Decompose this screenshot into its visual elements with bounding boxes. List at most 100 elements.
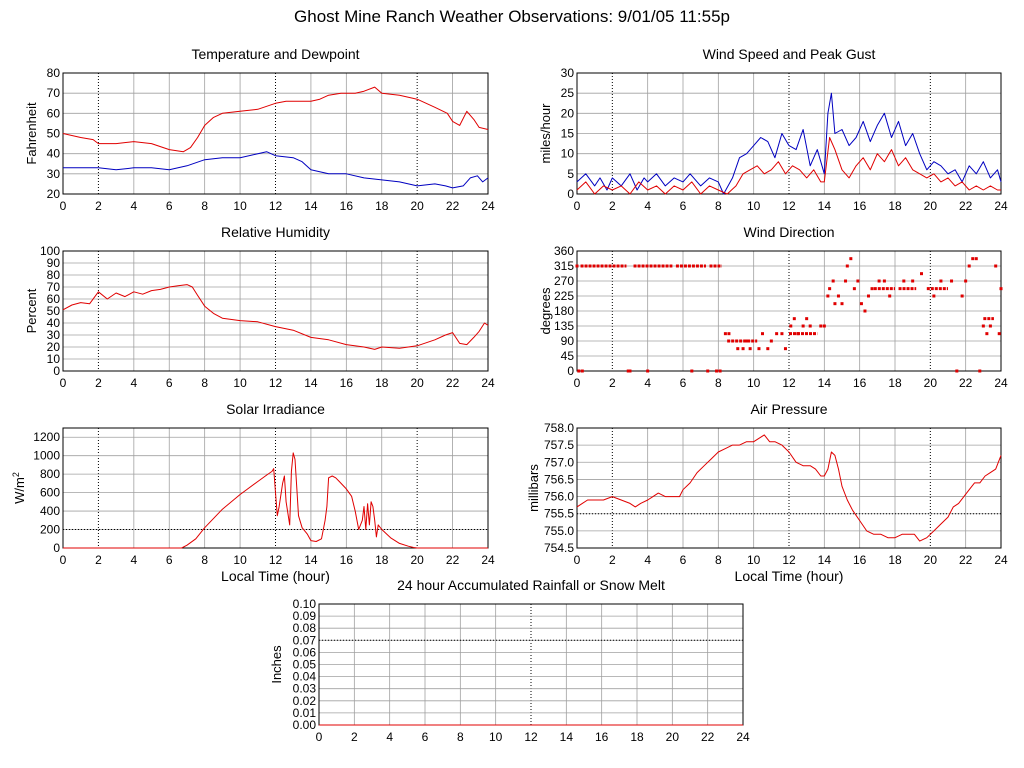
rain-title: 24 hour Accumulated Rainfall or Snow Mel…: [397, 577, 665, 593]
wdir-ytick-label: 270: [554, 274, 574, 288]
wind-ytick-label: 15: [561, 127, 575, 141]
wdir-xtick-label: 18: [888, 376, 902, 390]
wind-xtick-label: 0: [574, 199, 581, 213]
solar-xtick-label: 8: [201, 553, 208, 567]
rh-ytick-label: 50: [47, 304, 61, 318]
pressure-ytick-label: 757.5: [544, 438, 574, 452]
rh-ytick-label: 10: [47, 352, 61, 366]
wdir-ytick-label: 315: [554, 259, 574, 273]
page-title: Ghost Mine Ranch Weather Observations: 9…: [294, 7, 730, 26]
temp-series-red-line: [62, 86, 489, 153]
wdir-point: [849, 257, 853, 261]
wdir-xtick-label: 2: [609, 376, 616, 390]
temp-series-blue-line: [63, 151, 489, 189]
temp-xtick-label: 22: [446, 199, 460, 213]
rh-ytick-label: 80: [47, 268, 61, 282]
rh-xtick-label: 24: [481, 376, 495, 390]
rh-xtick-label: 10: [233, 376, 247, 390]
wdir-point: [628, 369, 632, 373]
rain-ylabel: Inches: [269, 645, 284, 684]
temp-ytick-label: 50: [47, 127, 61, 141]
wind-title: Wind Speed and Peak Gust: [703, 46, 876, 62]
wdir-xtick-label: 20: [924, 376, 938, 390]
pressure-xtick-label: 12: [782, 553, 796, 567]
wdir-xtick-label: 14: [818, 376, 832, 390]
rain-ytick-label: 0.10: [293, 597, 317, 611]
wind-xtick-label: 6: [680, 199, 687, 213]
wdir-point: [769, 339, 773, 343]
wdir-point: [575, 264, 579, 268]
solar-ylabel-sup: 2: [11, 472, 21, 477]
wdir-point: [967, 264, 971, 268]
temp-xtick-label: 6: [166, 199, 173, 213]
wdir-point: [757, 347, 761, 351]
wdir-point: [836, 294, 840, 298]
temp-ytick-label: 40: [47, 147, 61, 161]
wdir-point: [888, 294, 892, 298]
wdir-point: [819, 324, 823, 328]
wdir-xtick-label: 0: [574, 376, 581, 390]
wdir-point: [783, 347, 787, 351]
wind-ytick-label: 0: [567, 187, 574, 201]
solar-ytick-label: 0: [53, 541, 60, 555]
wdir-point: [877, 279, 881, 283]
wdir-point: [715, 369, 719, 373]
wdir-point: [920, 272, 923, 276]
temp-ytick-label: 70: [47, 86, 61, 100]
temp-xtick-label: 8: [201, 199, 208, 213]
pressure-ytick-label: 756.5: [544, 472, 574, 486]
wdir-point: [859, 302, 863, 306]
pressure-series-red-line: [576, 434, 1002, 542]
wdir-point: [775, 332, 779, 336]
temp-xtick-label: 12: [269, 199, 283, 213]
wdir-point: [981, 324, 985, 328]
wdir-point: [845, 264, 849, 268]
rain-chart: 24 hour Accumulated Rainfall or Snow Mel…: [269, 577, 750, 744]
wind-xtick-label: 12: [782, 199, 796, 213]
wdir-point: [960, 294, 964, 298]
solar-plot-frame: [62, 427, 489, 549]
wdir-xtick-label: 10: [747, 376, 761, 390]
rh-title: Relative Humidity: [221, 224, 330, 240]
solar-ytick-label: 200: [40, 523, 60, 537]
solar-xtick-label: 20: [410, 553, 424, 567]
wdir-point: [706, 369, 710, 373]
temp-xtick-label: 14: [304, 199, 318, 213]
wdir-point: [964, 279, 968, 283]
solar-xtick-label: 24: [481, 553, 495, 567]
solar-xtick-label: 10: [233, 553, 247, 567]
wdir-ytick-label: 360: [554, 244, 574, 258]
solar-xtick-label: 22: [446, 553, 460, 567]
wdir-point: [844, 279, 848, 283]
wind-xtick-label: 4: [644, 199, 651, 213]
pressure-xtick-label: 20: [924, 553, 938, 567]
rh-xtick-label: 6: [166, 376, 173, 390]
rh-plot-frame: [62, 250, 489, 372]
wind-series-blue-line: [576, 92, 1002, 195]
rain-xtick-label: 0: [316, 730, 323, 744]
wdir-point: [580, 369, 584, 373]
rain-xtick-label: 6: [422, 730, 429, 744]
solar-xtick-label: 0: [60, 553, 67, 567]
wind-xtick-label: 8: [715, 199, 722, 213]
wdir-point: [882, 279, 886, 283]
wdir-point: [974, 257, 978, 261]
wdir-point: [727, 332, 731, 336]
wdir-point: [994, 264, 998, 268]
wdir-point: [831, 279, 835, 283]
rh-ytick-label: 100: [40, 244, 60, 258]
rh-xtick-label: 20: [410, 376, 424, 390]
wdir-point: [822, 324, 826, 328]
pressure-ytick-label: 758.0: [544, 421, 574, 435]
pressure-xtick-label: 4: [644, 553, 651, 567]
rain-ytick-label: 0.01: [293, 706, 317, 720]
wind-xtick-label: 20: [924, 199, 938, 213]
wdir-ytick-label: 135: [554, 319, 574, 333]
solar-xtick-label: 14: [304, 553, 318, 567]
wind-xtick-label: 16: [853, 199, 867, 213]
